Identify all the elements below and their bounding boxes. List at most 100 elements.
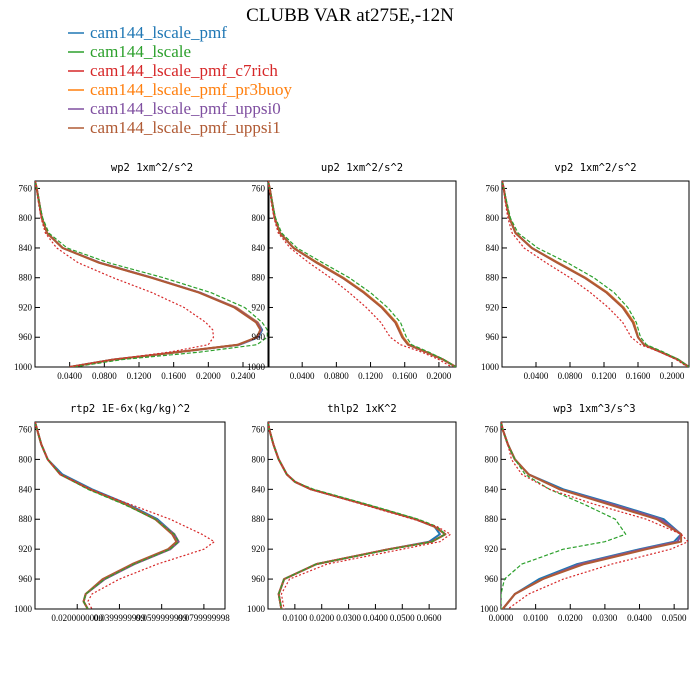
series-line-cam144_lscale_pmf_c7rich xyxy=(268,422,452,609)
y-tick-label: 800 xyxy=(19,454,33,464)
y-tick-label: 1000 xyxy=(14,362,33,372)
y-tick-label: 960 xyxy=(252,332,266,342)
series-line-cam144_lscale xyxy=(268,181,456,367)
series-line-cam144_lscale_pmf_pr3buoy xyxy=(268,422,447,609)
x-tick-label: 0.0400 xyxy=(57,371,82,381)
y-tick-label: 840 xyxy=(19,243,33,253)
y-tick-label: 920 xyxy=(252,544,266,554)
x-tick-label: 0.2000 xyxy=(660,371,685,381)
y-tick-label: 840 xyxy=(485,484,499,494)
x-tick-label: 0.0300 xyxy=(336,613,361,623)
y-tick-label: 800 xyxy=(252,454,266,464)
y-tick-label: 1000 xyxy=(480,604,499,614)
x-tick-label: 0.1600 xyxy=(161,371,186,381)
panel-3: rtp2 1E-6x(kg/kg)^2 760 800 840 880 920 960 100… xyxy=(14,403,230,623)
x-tick-label: 0.1200 xyxy=(127,371,152,381)
x-tick-label: 0.1200 xyxy=(592,371,617,381)
plot-frame xyxy=(501,180,690,368)
panel-0: wp2 1xm^2/s^2 760 800 840 880 920 960 1000 0.040… xyxy=(14,162,270,381)
series-line-cam144_lscale xyxy=(268,422,446,609)
series-line-cam144_lscale xyxy=(35,422,180,609)
legend-entry: cam144_lscale_pmf_uppsi0 xyxy=(90,99,281,118)
x-tick-label: 0.2000 xyxy=(196,371,221,381)
series-lines xyxy=(35,181,268,367)
x-tick-label: 0.0599999999 xyxy=(136,613,188,623)
series-line-cam144_lscale_pmf_c7rich xyxy=(501,422,688,609)
y-tick-label: 880 xyxy=(19,273,33,283)
y-tick-label: 960 xyxy=(19,574,33,584)
y-tick-label: 920 xyxy=(19,544,33,554)
series-lines xyxy=(35,422,215,609)
panel-title: wp2 1xm^2/s^2 xyxy=(111,162,193,174)
series-line-cam144_lscale_pmf_c7rich xyxy=(268,181,453,367)
x-tick-label: 0.0400 xyxy=(627,613,652,623)
series-line-cam144_lscale xyxy=(35,181,268,367)
series-line-cam144_lscale_pmf_pr3buoy xyxy=(268,181,456,367)
x-tick-label: 0.0400 xyxy=(290,371,315,381)
series-lines xyxy=(268,181,456,367)
x-tick-label: 0.0200 xyxy=(309,613,334,623)
legend-entry: cam144_lscale_pmf xyxy=(90,23,227,42)
y-tick-label: 800 xyxy=(485,454,499,464)
series-line-cam144_lscale_pmf_uppsi0 xyxy=(35,422,180,609)
series-line-cam144_lscale_pmf_uppsi1 xyxy=(502,181,689,367)
y-tick-label: 840 xyxy=(252,484,266,494)
series-line-cam144_lscale_pmf_uppsi1 xyxy=(268,181,456,367)
series-line-cam144_lscale_pmf xyxy=(501,422,683,609)
series-line-cam144_lscale_pmf_uppsi0 xyxy=(268,422,447,609)
x-tick-label: 0.0000 xyxy=(489,613,514,623)
series-line-cam144_lscale_pmf xyxy=(502,181,689,367)
series-line-cam144_lscale_pmf_pr3buoy xyxy=(502,181,689,367)
legend-entry: cam144_lscale_pmf_uppsi1 xyxy=(90,118,281,137)
panel-title: up2 1xm^2/s^2 xyxy=(321,162,403,174)
series-line-cam144_lscale_pmf_uppsi0 xyxy=(502,181,689,367)
x-tick-label: 0.0799999998 xyxy=(178,613,230,623)
y-tick-label: 920 xyxy=(252,302,266,312)
series-line-cam144_lscale_pmf_uppsi0 xyxy=(268,181,456,367)
series-line-cam144_lscale_pmf xyxy=(268,181,456,367)
x-tick-label: 0.1200 xyxy=(358,371,383,381)
x-tick-label: 0.0200 xyxy=(558,613,583,623)
y-tick-label: 920 xyxy=(19,302,33,312)
panel-title: wp3 1xm^3/s^3 xyxy=(553,403,635,415)
series-line-cam144_lscale_pmf_uppsi1 xyxy=(501,422,683,609)
panel-2: vp2 1xm^2/s^2 760 800 840 880 920 960 1000 0.040… xyxy=(481,162,690,381)
y-tick-label: 1000 xyxy=(14,604,33,614)
y-tick-label: 760 xyxy=(252,183,266,193)
y-tick-label: 920 xyxy=(485,544,499,554)
panel-1: up2 1xm^2/s^2 760 800 840 880 920 960 1000 0.040… xyxy=(247,162,457,381)
series-lines xyxy=(501,422,688,609)
plot-frame xyxy=(34,180,270,368)
plot-frame xyxy=(267,180,457,368)
x-tick-label: 0.0300 xyxy=(593,613,618,623)
panel-title: rtp2 1E-6x(kg/kg)^2 xyxy=(70,403,190,415)
series-line-cam144_lscale xyxy=(502,181,689,367)
y-tick-label: 800 xyxy=(252,213,266,223)
series-line-cam144_lscale_pmf_uppsi1 xyxy=(35,422,178,609)
y-tick-label: 760 xyxy=(485,424,499,434)
y-tick-label: 760 xyxy=(19,183,33,193)
x-tick-label: 0.0100 xyxy=(523,613,548,623)
x-tick-label: 0.2000 xyxy=(427,371,452,381)
legend-entry: cam144_lscale xyxy=(90,42,191,61)
x-tick-label: 0.0500 xyxy=(662,613,687,623)
x-tick-label: 0.0400 xyxy=(363,613,388,623)
series-line-cam144_lscale_pmf_c7rich xyxy=(502,181,688,367)
panel-title: vp2 1xm^2/s^2 xyxy=(554,162,636,174)
y-tick-label: 960 xyxy=(19,332,33,342)
figure-title: CLUBB VAR at275E,-12N xyxy=(246,5,454,26)
panels-grid: wp2 1xm^2/s^2 760 800 840 880 920 960 1000 0.040… xyxy=(14,162,690,623)
y-tick-label: 800 xyxy=(486,213,500,223)
series-lines xyxy=(502,181,689,367)
x-tick-label: 0.0400 xyxy=(524,371,549,381)
x-tick-label: 0.0800 xyxy=(558,371,583,381)
series-line-cam144_lscale_pmf xyxy=(35,422,180,609)
y-tick-label: 840 xyxy=(252,243,266,253)
x-tick-label: 0.1600 xyxy=(626,371,651,381)
y-tick-label: 1000 xyxy=(481,362,500,372)
y-tick-label: 800 xyxy=(19,213,33,223)
series-line-cam144_lscale xyxy=(501,422,627,609)
